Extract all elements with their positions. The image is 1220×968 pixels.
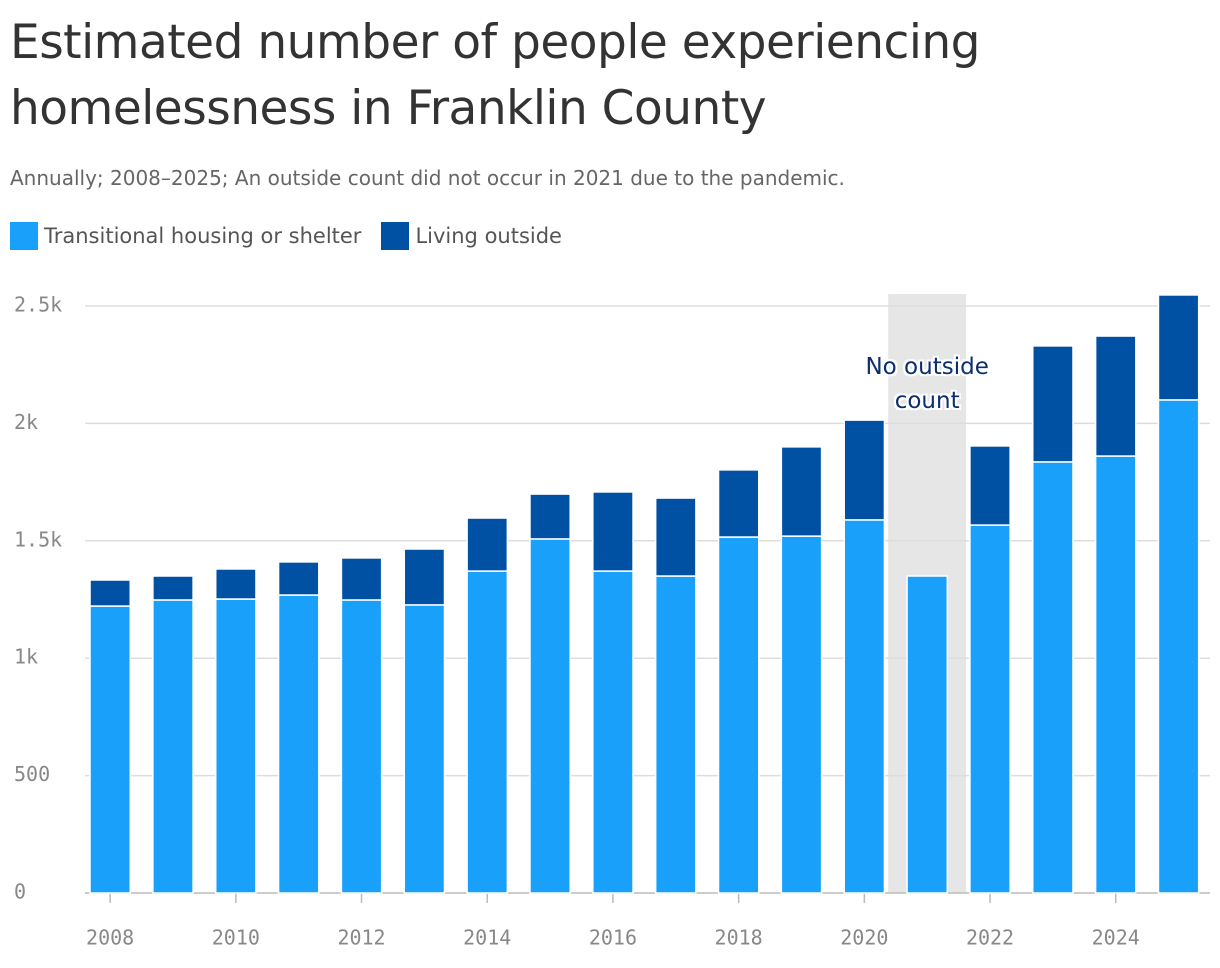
bar-segment	[969, 445, 1011, 526]
legend-label: Living outside	[415, 224, 562, 248]
x-tick-label: 2008	[86, 926, 134, 950]
bar-segment	[1094, 455, 1137, 894]
bar-segment	[780, 446, 823, 537]
bar-segment	[403, 604, 446, 894]
bar-segment	[277, 594, 320, 894]
legend-item: Transitional housing or shelter	[10, 222, 361, 250]
chart-title: Estimated number of people experiencing …	[10, 15, 981, 136]
x-tick-label: 2022	[966, 926, 1014, 950]
bar-segment	[529, 538, 571, 894]
x-tick-label: 2016	[589, 926, 637, 950]
bar-segment	[89, 605, 132, 894]
annotation-text: No outside count	[865, 354, 989, 414]
chart-subtitle: Annually; 2008–2025; An outside count di…	[10, 166, 845, 190]
bar-segment	[152, 575, 194, 601]
bar-segment	[717, 536, 760, 894]
bar-segment	[466, 570, 509, 894]
bar-segment	[403, 548, 446, 606]
bar-segment	[654, 497, 697, 577]
x-tick-label: 2010	[212, 926, 260, 950]
y-tick-label: 2k	[14, 410, 38, 434]
bar-segment	[152, 599, 194, 894]
bar-segment	[969, 524, 1011, 894]
legend-swatch	[381, 222, 410, 250]
x-tick-label: 2012	[337, 926, 385, 950]
x-tick-label: 2024	[1092, 926, 1140, 950]
bar-segment	[592, 570, 634, 894]
bar-segment	[340, 557, 383, 601]
bar-segment	[654, 575, 697, 894]
y-tick-label: 1k	[14, 645, 38, 669]
bar-segment	[592, 491, 634, 572]
bar-segment	[1032, 345, 1074, 463]
x-tick-label: 2014	[463, 926, 511, 950]
bar-segment	[529, 493, 571, 540]
bar-segment	[843, 419, 886, 521]
bar-segment	[717, 469, 760, 538]
bar-segment	[780, 535, 823, 894]
bar-segment	[1157, 294, 1200, 401]
x-tick-label: 2020	[840, 926, 888, 950]
y-tick-label: 0	[14, 880, 26, 904]
bar-segment	[89, 579, 132, 607]
bar-segment	[1157, 399, 1200, 894]
bar-segment	[214, 568, 257, 600]
legend-item: Living outside	[381, 222, 562, 250]
y-tick-label: 2.5k	[14, 293, 62, 317]
bar-segment	[1094, 335, 1137, 457]
x-tick-label: 2018	[715, 926, 763, 950]
bar-segment	[466, 517, 509, 572]
bar-segment	[1032, 461, 1074, 894]
bar-segment	[277, 561, 320, 596]
y-tick-label: 500	[14, 762, 50, 786]
bar-segment	[214, 598, 257, 894]
bar-segment	[340, 599, 383, 894]
annotation: No outside count	[865, 354, 989, 414]
bar-segment	[843, 519, 886, 894]
legend: Transitional housing or shelter Living ou…	[10, 222, 562, 250]
bar-segment	[906, 575, 949, 894]
y-tick-label: 1.5k	[14, 527, 62, 551]
legend-label: Transitional housing or shelter	[44, 224, 362, 248]
legend-swatch	[10, 222, 38, 250]
